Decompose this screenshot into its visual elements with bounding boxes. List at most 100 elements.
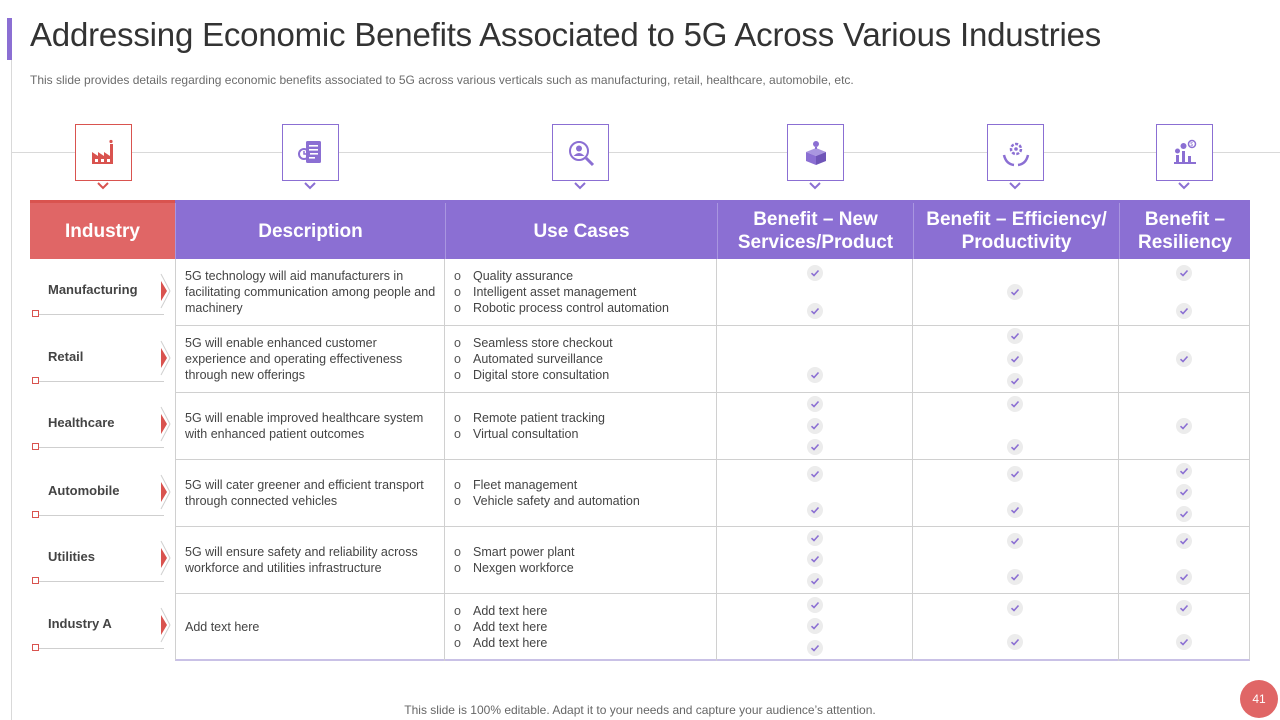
- use-cases-cell: o Fleet management o Vehicle safety and au…: [454, 477, 714, 509]
- document-icon: [282, 124, 339, 181]
- use-case-item: o Add text here: [454, 635, 714, 651]
- chevron-right-icon: [160, 406, 171, 442]
- marker-square: [32, 377, 39, 384]
- check-icon: [807, 439, 823, 455]
- use-case-text: Nexgen workforce: [473, 561, 574, 575]
- check-icon: [1176, 265, 1192, 281]
- svg-text:$: $: [1190, 142, 1193, 148]
- use-case-item: o Digital store consultation: [454, 367, 714, 383]
- check-icon: [1176, 634, 1192, 650]
- use-case-text: Intelligent asset management: [473, 285, 637, 299]
- chevron-down-icon: [574, 182, 586, 190]
- check-icon: [1176, 600, 1192, 616]
- check-icon: [1176, 418, 1192, 434]
- check-icon: [807, 396, 823, 412]
- use-cases-cell: o Remote patient tracking o Virtual consul…: [454, 410, 714, 442]
- industry-tab-retail: Retail: [30, 334, 171, 384]
- use-case-item: o Add text here: [454, 603, 714, 619]
- chevron-down-icon: [304, 182, 316, 190]
- box-idea-icon: [787, 124, 844, 181]
- hand-gear-icon: [987, 124, 1044, 181]
- use-cases-cell: o Smart power plant o Nexgen workforce: [454, 544, 714, 576]
- check-icon: [807, 618, 823, 634]
- row-divider: [175, 459, 1250, 460]
- use-case-text: Add text here: [473, 636, 548, 650]
- industry-label: Manufacturing: [48, 282, 138, 297]
- check-icon: [807, 367, 823, 383]
- factory-icon: [75, 124, 132, 181]
- use-case-text: Smart power plant: [473, 545, 575, 559]
- check-icon: [807, 597, 823, 613]
- check-icon: [1007, 284, 1023, 300]
- use-case-item: o Quality assurance: [454, 268, 714, 284]
- header-description: Description: [175, 203, 445, 259]
- marker-square: [32, 310, 39, 317]
- check-icon: [1176, 533, 1192, 549]
- bullet: o: [454, 620, 461, 634]
- check-icon: [1176, 463, 1192, 479]
- use-case-text: Quality assurance: [473, 269, 574, 283]
- use-case-item: o Robotic process control automation: [454, 300, 714, 316]
- header-use-cases: Use Cases: [445, 203, 717, 259]
- title-accent-bar: [7, 18, 12, 60]
- use-case-text: Vehicle safety and automation: [473, 494, 640, 508]
- marker-square: [32, 443, 39, 450]
- check-icon: [1007, 351, 1023, 367]
- row-divider: [175, 526, 1250, 527]
- table-body: [175, 259, 1250, 661]
- check-icon: [807, 466, 823, 482]
- industry-label: Utilities: [48, 549, 95, 564]
- slide-subtitle: This slide provides details regarding ec…: [30, 73, 854, 87]
- use-case-item: o Fleet management: [454, 477, 714, 493]
- bullet: o: [454, 285, 461, 299]
- user-search-icon: [552, 124, 609, 181]
- marker-square: [32, 511, 39, 518]
- column-divider: [444, 259, 445, 661]
- use-cases-cell: o Add text here o Add text here o Add text …: [454, 603, 714, 651]
- use-case-text: Add text here: [473, 604, 548, 618]
- use-case-item: o Add text here: [454, 619, 714, 635]
- use-case-text: Remote patient tracking: [473, 411, 606, 425]
- use-case-item: o Remote patient tracking: [454, 410, 714, 426]
- bullet: o: [454, 336, 461, 350]
- check-icon: [1176, 569, 1192, 585]
- header-benefit-new-services: Benefit – New Services/Product: [717, 203, 913, 259]
- use-case-item: o Automated surveillance: [454, 351, 714, 367]
- check-icon: [1176, 351, 1192, 367]
- growth-plants-icon: $: [1156, 124, 1213, 181]
- check-icon: [1007, 396, 1023, 412]
- use-case-item: o Intelligent asset management: [454, 284, 714, 300]
- check-icon: [1176, 484, 1192, 500]
- bullet: o: [454, 427, 461, 441]
- check-icon: [1007, 502, 1023, 518]
- row-divider: [175, 392, 1250, 393]
- bullet: o: [454, 301, 461, 315]
- check-icon: [807, 418, 823, 434]
- use-case-item: o Vehicle safety and automation: [454, 493, 714, 509]
- chevron-right-icon: [160, 340, 171, 376]
- header-benefit-resiliency: Benefit – Resiliency: [1119, 203, 1250, 259]
- left-divider: [11, 60, 12, 720]
- check-icon: [1007, 439, 1023, 455]
- bullet: o: [454, 545, 461, 559]
- use-case-item: o Seamless store checkout: [454, 335, 714, 351]
- chevron-down-icon: [1178, 182, 1190, 190]
- use-cases-cell: o Quality assurance o Intelligent asset ma…: [454, 268, 714, 316]
- marker-square: [32, 577, 39, 584]
- marker-square: [32, 644, 39, 651]
- industry-label: Retail: [48, 349, 84, 364]
- industry-tab-utilities: Utilities: [30, 534, 171, 584]
- column-divider: [716, 259, 717, 661]
- check-icon: [807, 303, 823, 319]
- tab-underline: [32, 581, 164, 582]
- description-cell: 5G will enable enhanced customer experie…: [185, 336, 403, 382]
- description-cell: Add text here: [185, 620, 260, 634]
- industry-tab-industry-a: Industry A: [30, 601, 171, 651]
- industry-tab-automobile: Automobile: [30, 468, 171, 518]
- check-icon: [807, 573, 823, 589]
- chevron-right-icon: [160, 607, 171, 643]
- check-icon: [1007, 533, 1023, 549]
- icon-rule: [11, 152, 1280, 153]
- bullet: o: [454, 494, 461, 508]
- chevron-down-icon: [809, 182, 821, 190]
